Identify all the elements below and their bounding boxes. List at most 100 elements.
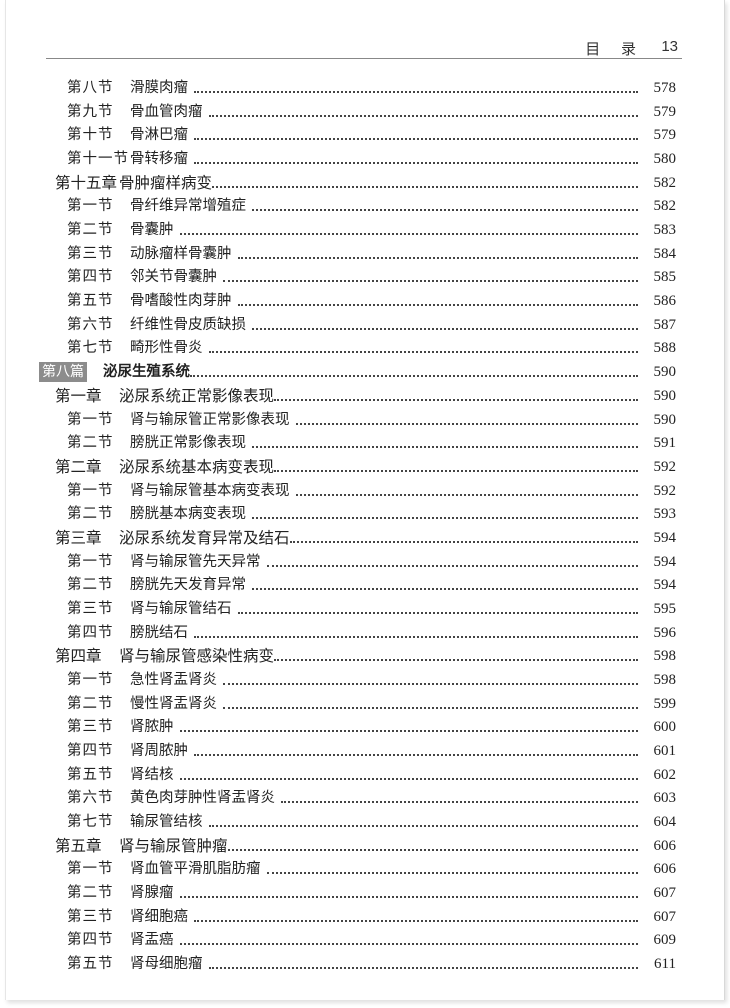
toc-entry-section[interactable]: 第七节 输尿管结核 604: [0, 810, 676, 832]
toc-entry-section[interactable]: 第一节 肾血管平滑肌脂肪瘤 606: [0, 857, 676, 879]
dot-leader: [252, 209, 638, 212]
toc-entry-page: 585: [653, 269, 677, 286]
toc-entry-title: 肾与输尿管基本病变表现: [130, 482, 290, 499]
toc-entry-title: 膀胱正常影像表现: [130, 435, 246, 452]
toc-entry-section[interactable]: 第十一节 骨转移瘤 580: [0, 147, 676, 169]
toc-entry-title: 肾母细胞瘤: [130, 956, 203, 973]
toc-entry-page: 606: [653, 837, 677, 854]
toc-entry-section[interactable]: 第四节 邻关节骨囊肿 585: [0, 265, 676, 287]
toc-entry-page: 582: [653, 174, 677, 191]
toc-entry-title: 肾腺瘤: [130, 885, 174, 902]
dot-leader: [281, 801, 638, 804]
toc-entry-section[interactable]: 第四节 肾盂癌 609: [0, 928, 676, 950]
dot-leader: [194, 162, 638, 165]
toc-entry-label: 第五节: [67, 956, 114, 973]
dot-leader: [179, 943, 638, 946]
toc-entry-label: 第四节: [67, 269, 114, 286]
toc-entry-label: 第一节: [67, 411, 114, 428]
toc-entry-page: 588: [653, 340, 677, 357]
toc-entry-title: 肾结核: [130, 766, 174, 783]
toc-entry-section[interactable]: 第一节 急性肾盂肾炎 598: [0, 668, 676, 690]
dot-leader: [289, 540, 638, 543]
toc-entry-title: 急性肾盂肾炎: [130, 672, 217, 688]
dot-leader: [179, 777, 638, 780]
toc-entry-page: 590: [653, 364, 677, 381]
toc-entry-label: 第十五章: [55, 173, 118, 192]
dot-leader: [179, 233, 638, 236]
toc-entry-section[interactable]: 第四节 肾周脓肿 601: [0, 739, 676, 761]
toc-entry-section[interactable]: 第三节 肾细胞癌 607: [0, 905, 676, 927]
toc-entry-title: 慢性肾盂肾炎: [130, 695, 217, 712]
toc-entry-section[interactable]: 第二节 膀胱正常影像表现 591: [0, 431, 676, 453]
toc-entry-section[interactable]: 第五节 肾母细胞瘤 611: [0, 952, 676, 974]
toc-entry-page: 594: [653, 529, 677, 546]
toc-entry-section[interactable]: 第八节 滑膜肉瘤 578: [0, 76, 676, 98]
toc-entry-section[interactable]: 第一节 骨纤维异常增殖症 582: [0, 194, 676, 216]
toc-entry-page: 591: [653, 435, 677, 452]
toc-entry-label: 第二节: [67, 506, 114, 523]
toc-entry-section[interactable]: 第二节 慢性肾盂肾炎 599: [0, 692, 676, 714]
toc-entry-label: 第二节: [67, 885, 114, 902]
dot-leader: [274, 469, 638, 472]
toc-entry-section[interactable]: 第七节 畸形性骨炎 588: [0, 336, 676, 358]
toc-entry-section[interactable]: 第四节 膀胱结石 596: [0, 621, 676, 643]
toc-entry-page: 582: [653, 198, 677, 215]
dot-leader: [194, 754, 638, 757]
dot-leader: [179, 730, 638, 733]
toc-entry-page: 603: [653, 790, 677, 807]
toc-entry-section[interactable]: 第一节 肾与输尿管基本病变表现 592: [0, 479, 676, 501]
dot-leader: [274, 659, 638, 662]
toc-entry-section[interactable]: 第一节 肾与输尿管正常影像表现 590: [0, 408, 676, 430]
toc-entry-section[interactable]: 第二节 肾腺瘤 607: [0, 881, 676, 903]
toc-entry-page: 607: [653, 885, 677, 902]
toc-entry-section[interactable]: 第二节 膀胱基本病变表现 593: [0, 502, 676, 524]
toc-entry-section[interactable]: 第二节 骨囊肿 583: [0, 218, 676, 240]
toc-entry-title: 泌尿系统正常影像表现: [119, 386, 275, 405]
toc-entry-section[interactable]: 第二节 膀胱先天发育异常 594: [0, 573, 676, 595]
dot-leader: [252, 517, 638, 520]
toc-entry-label: 第三节: [67, 908, 114, 925]
toc-entry-section[interactable]: 第六节 纤维性骨皮质缺损 587: [0, 313, 676, 335]
toc-entry-title: 动脉瘤样骨囊肿: [130, 245, 232, 262]
toc-entry-section[interactable]: 第三节 肾与输尿管结石 595: [0, 597, 676, 619]
toc-entry-section[interactable]: 第三节 动脉瘤样骨囊肿 584: [0, 242, 676, 264]
toc-entry-label: 第一节: [67, 672, 114, 688]
toc-entry-page: 579: [653, 103, 677, 120]
dot-leader: [237, 304, 638, 307]
toc-entry-chapter[interactable]: 第十五章 骨肿瘤样病变 582: [0, 171, 676, 193]
toc-entry-title: 骨肿瘤样病变: [119, 173, 213, 192]
toc-entry-title: 输尿管结核: [130, 814, 203, 831]
dot-leader: [223, 280, 638, 283]
toc-entry-title: 肾血管平滑肌脂肪瘤: [130, 861, 261, 878]
toc-entry-chapter[interactable]: 第五章 肾与输尿管肿瘤 606: [0, 834, 676, 856]
toc-entry-title: 滑膜肉瘤: [130, 80, 188, 96]
dot-leader: [194, 919, 638, 922]
toc-entry-label: 第四节: [67, 743, 114, 760]
dot-leader: [223, 706, 638, 709]
toc-entry-section[interactable]: 第三节 肾脓肿 600: [0, 715, 676, 737]
toc-entry-title: 畸形性骨炎: [130, 340, 203, 357]
dot-leader: [252, 327, 638, 330]
toc-entry-chapter[interactable]: 第二章 泌尿系统基本病变表现 592: [0, 455, 676, 477]
toc-entry-section[interactable]: 第五节 骨嗜酸性肉芽肿 586: [0, 289, 676, 311]
toc-entry-chapter[interactable]: 第三章 泌尿系统发育异常及结石 594: [0, 526, 676, 548]
toc-entry-part[interactable]: 第八篇 泌尿生殖系统 590: [0, 360, 677, 383]
toc-entry-title: 骨囊肿: [130, 222, 174, 239]
toc-entry-title: 黄色肉芽肿性肾盂肾炎: [130, 790, 275, 807]
toc-entry-section[interactable]: 第六节 黄色肉芽肿性肾盂肾炎 603: [0, 786, 676, 808]
toc-entry-section[interactable]: 第九节 骨血管肉瘤 579: [0, 100, 676, 122]
toc-entry-page: 594: [653, 553, 677, 570]
toc-entry-title: 骨转移瘤: [130, 151, 188, 168]
dot-leader: [252, 446, 638, 449]
toc-entry-page: 599: [653, 695, 677, 712]
toc-entry-title: 膀胱先天发育异常: [130, 577, 246, 594]
toc-entry-section[interactable]: 第五节 肾结核 602: [0, 763, 676, 785]
toc-entry-title: 泌尿生殖系统: [103, 364, 190, 381]
toc-entry-title: 肾细胞癌: [130, 908, 188, 925]
toc-entry-label: 第二章: [55, 457, 102, 476]
toc-entry-section[interactable]: 第十节 骨淋巴瘤 579: [0, 123, 676, 145]
toc-entry-section[interactable]: 第一节 肾与输尿管先天异常 594: [0, 550, 676, 572]
toc-entry-chapter[interactable]: 第一章 泌尿系统正常影像表现 590: [0, 384, 676, 406]
toc-entry-page: 586: [653, 293, 677, 310]
toc-entry-chapter[interactable]: 第四章 肾与输尿管感染性病变 598: [0, 644, 676, 666]
